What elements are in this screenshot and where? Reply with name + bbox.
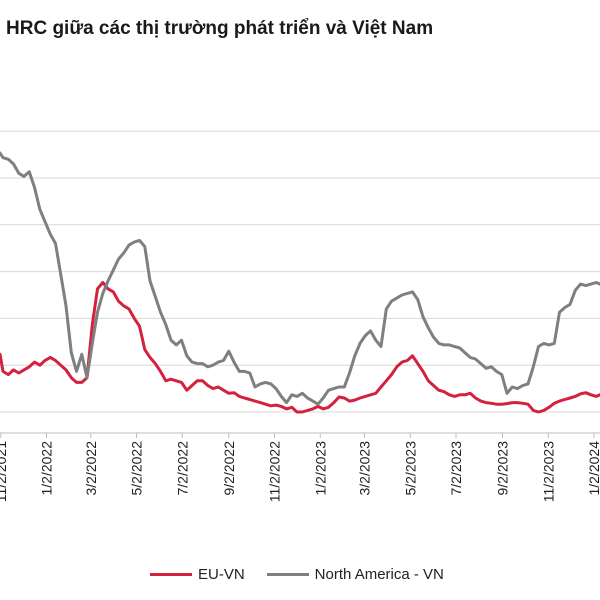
x-tick-label: 7/2/2023 [448, 441, 464, 496]
x-tick-label: 5/2/2022 [129, 441, 145, 496]
x-tick-label: 1/2/2022 [39, 441, 55, 496]
x-tick-label: 1/2/2023 [312, 441, 328, 496]
x-tick-label: 5/2/2023 [402, 441, 418, 496]
legend-label-north-america-vn: North America - VN [314, 566, 444, 583]
legend-item-north-america-vn: North America - VN [266, 566, 444, 583]
series-lines [0, 151, 600, 414]
legend-item-eu-vn: EU-VN [150, 566, 245, 583]
x-tick-label: 3/2/2023 [357, 441, 373, 496]
x-tick-label: 11/2/2021 [0, 441, 9, 502]
x-tick-label: 1/2/2024 [586, 441, 600, 496]
chart-title: HRC giữa các thị trường phát triển và Vi… [6, 18, 434, 39]
legend-swatch-eu-vn [150, 573, 192, 576]
x-tick-label: 11/2/2023 [540, 441, 556, 502]
x-tick-label: 9/2/2023 [495, 441, 511, 496]
x-axis: 11/2/2021 1/2/2022 3/2/2022 5/2/2022 7/2/202… [0, 432, 600, 502]
legend: EU-VN North America - VN [150, 566, 466, 583]
x-tick-label: 3/2/2022 [83, 441, 99, 496]
legend-swatch-north-america-vn [266, 573, 309, 576]
gridlines [0, 130, 600, 413]
legend-label-eu-vn: EU-VN [198, 566, 245, 583]
series-line-eu-vn [0, 281, 600, 414]
x-tick-label: 11/2/2022 [267, 441, 283, 502]
series-line-north-america-vn [0, 151, 600, 406]
x-tick-label: 9/2/2022 [221, 441, 237, 496]
x-tick-label: 7/2/2022 [174, 441, 190, 496]
